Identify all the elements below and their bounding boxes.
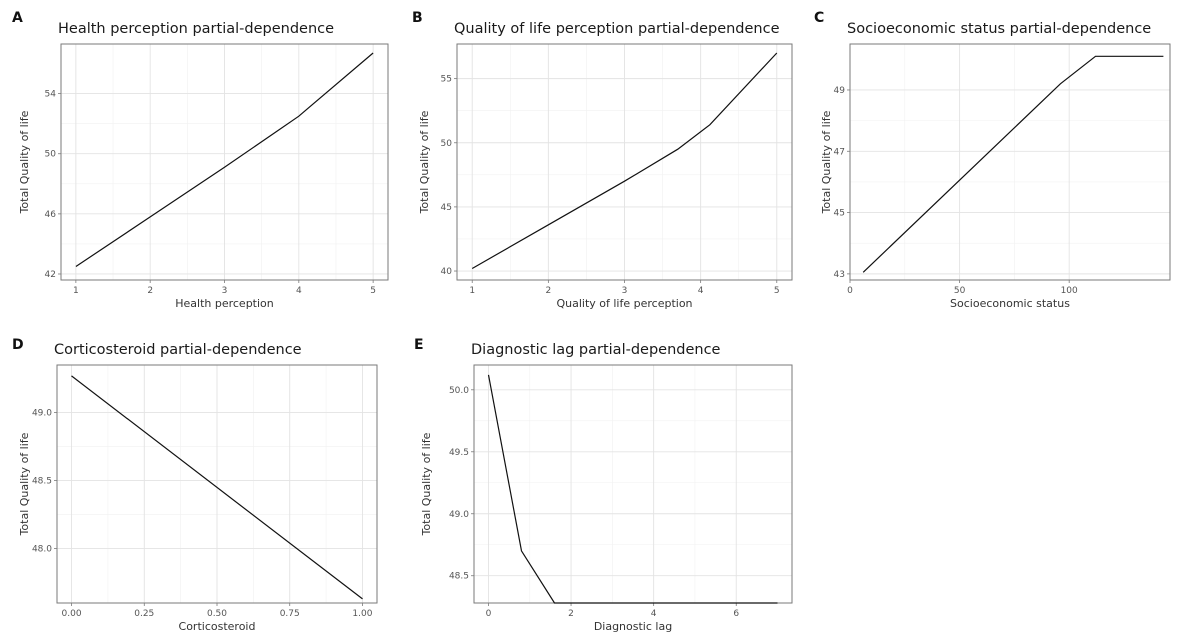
panel-b: 1 2 3 4 5 40 45 50 55 B Quality of life perception…: [410, 8, 800, 316]
panel-d-series-line: [71, 375, 363, 600]
panel-d-svg: 0.00 0.25 0.50 0.75 1.00 48.0 48.5 49.0 D Cortico…: [12, 337, 378, 633]
panel-c-y-tick-label: 45: [834, 209, 845, 219]
panel-c-x-tick-label: 100: [1061, 286, 1078, 296]
panel-d-y-tick-label: 48.5: [32, 477, 52, 487]
panel-b-x-tick-label: 5: [774, 286, 780, 296]
panel-b-letter: B: [412, 10, 423, 26]
panel-b-y-tick-label: 45: [441, 203, 452, 213]
panel-b-x-tick-label: 1: [469, 286, 475, 296]
panel-a-y-tick-label: 42: [45, 270, 56, 280]
panel-d-y-tick-label: 49.0: [32, 409, 52, 419]
panel-e-title: Diagnostic lag partial-dependence: [471, 342, 721, 358]
panel-d: 0.00 0.25 0.50 0.75 1.00 48.0 48.5 49.0 D Cortico…: [10, 335, 405, 641]
panel-b-series-line: [471, 52, 778, 270]
panel-a-svg: 1 2 3 4 5 42 46 50 54 A Health perception partial-…: [12, 10, 389, 310]
panel-e-x-axis-label: Diagnostic lag: [594, 620, 672, 633]
panel-d-x-tick-label: 0.75: [280, 609, 300, 619]
panel-c-title: Socioeconomic status partial-dependence: [847, 21, 1151, 37]
panel-a-x-axis-label: Health perception: [175, 297, 274, 310]
panel-b-title: Quality of life perception partial-depen…: [454, 21, 780, 37]
panel-a-title: Health perception partial-dependence: [58, 21, 334, 37]
panel-d-y-axis-label: Total Quality of life: [18, 432, 31, 536]
panel-e-letter: E: [414, 337, 424, 353]
panel-e-x-tick-label: 0: [486, 609, 492, 619]
panel-d-x-tick-label: 1.00: [352, 609, 372, 619]
panel-c-y-tick-label: 47: [834, 147, 845, 157]
panel-a-y-axis-label: Total Quality of life: [18, 110, 31, 214]
panel-c-x-axis-label: Socioeconomic status: [950, 297, 1070, 310]
panel-a-letter: A: [12, 10, 23, 26]
panel-a-y-tick-label: 46: [45, 210, 57, 220]
panel-c: 0 50 100 43 45 47 49 C Socioeconomic status part…: [812, 8, 1182, 316]
panel-a-plot-border: [60, 43, 389, 281]
panel-c-x-tick-label: 0: [847, 286, 853, 296]
panel-c-svg: 0 50 100 43 45 47 49 C Socioeconomic status part…: [814, 10, 1171, 310]
panel-c-y-tick-label: 43: [834, 270, 845, 280]
panel-a-x-tick-label: 3: [222, 286, 228, 296]
panel-e-x-tick-label: 2: [568, 609, 574, 619]
panel-b-x-axis-label: Quality of life perception: [556, 297, 692, 310]
panel-e-plot-border: [473, 364, 793, 604]
panel-b-x-tick-label: 3: [622, 286, 628, 296]
panel-a-x-tick-label: 5: [370, 286, 376, 296]
panel-e-y-axis-label: Total Quality of life: [420, 432, 433, 536]
panel-a-series-line: [75, 52, 374, 267]
panel-c-plot-border: [849, 43, 1171, 281]
panel-e-y-tick-label: 49.0: [449, 510, 469, 520]
panel-e-y-tick-label: 50.0: [449, 386, 469, 396]
panel-d-letter: D: [12, 337, 24, 353]
panel-d-y-tick-label: 48.0: [32, 545, 52, 555]
panel-a-x-tick-label: 4: [296, 286, 302, 296]
panel-d-x-tick-label: 0.25: [134, 609, 154, 619]
panel-d-title: Corticosteroid partial-dependence: [54, 342, 302, 358]
panel-b-plot-border: [456, 43, 793, 281]
panel-c-x-tick-label: 50: [954, 286, 966, 296]
panel-e: 0 2 4 6 48.5 49.0 49.5 50.0 E Diagnostic lag part…: [412, 335, 802, 641]
panel-e-y-tick-label: 48.5: [449, 572, 469, 582]
panel-e-y-tick-label: 49.5: [449, 448, 469, 458]
panel-b-x-tick-label: 2: [545, 286, 551, 296]
panel-a: 1 2 3 4 5 42 46 50 54 A Health perception partial-…: [10, 8, 395, 316]
panel-d-x-tick-label: 0.50: [207, 609, 227, 619]
panel-b-y-tick-label: 40: [441, 267, 453, 277]
panel-d-x-tick-label: 0.00: [62, 609, 82, 619]
panel-c-series-line: [862, 55, 1164, 273]
panel-c-letter: C: [814, 10, 824, 26]
panel-c-y-tick-label: 49: [834, 86, 846, 96]
panel-b-y-tick-label: 55: [441, 75, 452, 85]
panel-e-x-tick-label: 4: [651, 609, 657, 619]
panel-e-series-line: [487, 374, 778, 604]
panel-b-x-tick-label: 4: [698, 286, 704, 296]
panel-b-y-axis-label: Total Quality of life: [418, 110, 431, 214]
panel-a-x-tick-label: 2: [147, 286, 153, 296]
panel-a-y-tick-label: 54: [45, 90, 57, 100]
panel-d-x-axis-label: Corticosteroid: [179, 620, 256, 633]
panel-a-x-tick-label: 1: [73, 286, 79, 296]
panel-b-y-tick-label: 50: [441, 139, 453, 149]
panel-e-x-tick-label: 6: [733, 609, 739, 619]
panel-d-plot-border: [56, 364, 378, 604]
panel-c-y-axis-label: Total Quality of life: [820, 110, 833, 214]
panel-e-svg: 0 2 4 6 48.5 49.0 49.5 50.0 E Diagnostic lag part…: [414, 337, 793, 633]
panel-a-y-tick-label: 50: [45, 150, 57, 160]
